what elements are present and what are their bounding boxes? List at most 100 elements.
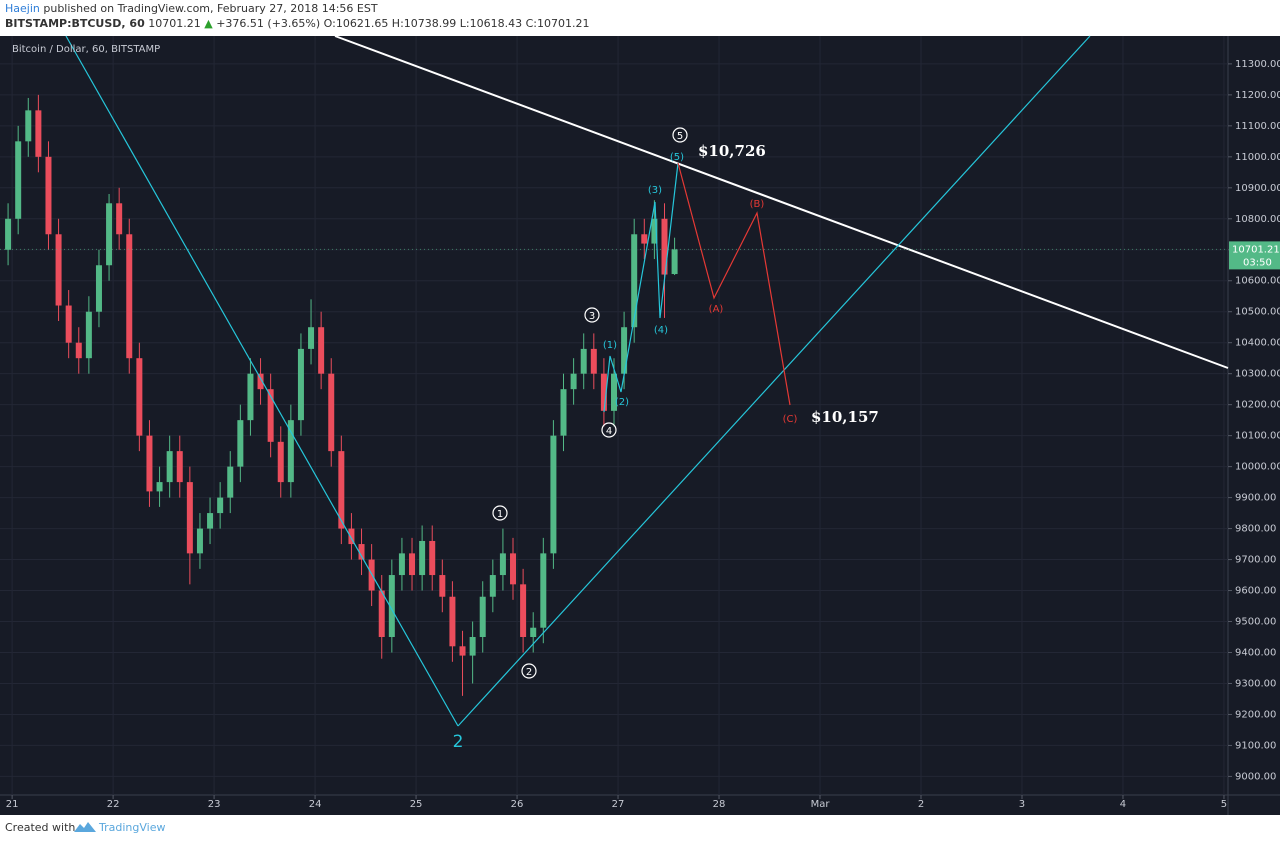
wave-label: 4 bbox=[606, 426, 612, 437]
wave-label: 2 bbox=[526, 667, 532, 678]
candle-body bbox=[479, 596, 486, 638]
y-tick-label: 11000.00 bbox=[1235, 152, 1280, 163]
symbol: BITSTAMP:BTCUSD, 60 bbox=[5, 17, 145, 30]
candle-body bbox=[318, 327, 325, 374]
symbol-line: BITSTAMP:BTCUSD, 60 10701.21 ▲ +376.51 (… bbox=[5, 17, 589, 30]
x-tick-label: 2 bbox=[918, 799, 924, 810]
x-tick-label: 21 bbox=[6, 799, 19, 810]
last-price: 10701.21 bbox=[148, 17, 201, 30]
y-tick-label: 10100.00 bbox=[1235, 431, 1280, 442]
candle-body bbox=[25, 110, 32, 142]
candle-body bbox=[510, 553, 517, 585]
candle-body bbox=[196, 528, 203, 554]
candle-body bbox=[297, 348, 304, 421]
candle-body bbox=[136, 358, 143, 436]
candle-body bbox=[207, 513, 214, 529]
candle-body bbox=[5, 218, 12, 250]
footer-created: Created with bbox=[5, 821, 75, 834]
candle-body bbox=[156, 482, 163, 492]
candle-body bbox=[15, 141, 22, 219]
last-price-label: 10701.21 bbox=[1232, 244, 1280, 255]
wave-label: (4) bbox=[654, 325, 668, 336]
candle-body bbox=[65, 305, 72, 343]
header-line: Haejin published on TradingView.com, Feb… bbox=[5, 2, 378, 15]
candle-body bbox=[489, 575, 496, 597]
candle-body bbox=[419, 540, 426, 576]
candle-body bbox=[439, 575, 446, 597]
circle bbox=[601, 422, 617, 438]
candle-body bbox=[550, 435, 557, 554]
candle-body bbox=[388, 575, 395, 638]
wave-labels: 5 3 4 1 2 (5) (3) (4) (1) (2) (A) (B) (C… bbox=[453, 131, 798, 752]
x-tick-label: 24 bbox=[309, 799, 322, 810]
candle-body bbox=[570, 373, 577, 390]
candle-body bbox=[106, 203, 113, 266]
y-tick-label: 9000.00 bbox=[1235, 771, 1276, 782]
x-tick-label: 3 bbox=[1019, 799, 1025, 810]
wave-circles bbox=[492, 127, 688, 679]
wave-label: (A) bbox=[709, 304, 724, 315]
candle-body bbox=[267, 389, 274, 442]
candle-body bbox=[540, 553, 547, 628]
candle-body bbox=[287, 420, 294, 483]
candle-body bbox=[308, 327, 315, 349]
candle-body bbox=[530, 627, 537, 638]
candle-body bbox=[600, 373, 607, 411]
candle-body bbox=[176, 451, 183, 483]
candle-body bbox=[35, 110, 42, 157]
wave-label: 1 bbox=[497, 509, 503, 520]
y-tick-label: 9100.00 bbox=[1235, 740, 1276, 751]
change-arrow: ▲ bbox=[204, 17, 213, 30]
candle-body bbox=[277, 441, 284, 483]
x-tick-label: 4 bbox=[1120, 799, 1126, 810]
author[interactable]: Haejin bbox=[5, 2, 40, 15]
drawings: 5 3 4 1 2 (5) (3) (4) (1) (2) (A) (B) (C… bbox=[65, 35, 1229, 752]
wave-label: (C) bbox=[783, 414, 798, 425]
candle-body bbox=[621, 327, 628, 374]
y-tick-label: 9900.00 bbox=[1235, 493, 1276, 504]
last-price-box bbox=[1229, 241, 1280, 270]
y-tick-label: 9200.00 bbox=[1235, 709, 1276, 720]
footer-brand[interactable]: TradingView bbox=[98, 821, 165, 834]
y-tick-label: 10400.00 bbox=[1235, 338, 1280, 349]
candle-body bbox=[45, 156, 52, 235]
y-tick-label: 10200.00 bbox=[1235, 400, 1280, 411]
wave-label: 2 bbox=[453, 732, 464, 752]
y-tick-label: 10800.00 bbox=[1235, 214, 1280, 225]
logo bbox=[74, 822, 96, 832]
candle-body bbox=[166, 451, 173, 483]
candle-body bbox=[580, 348, 587, 374]
candle-body bbox=[146, 435, 153, 492]
candle-body bbox=[671, 249, 678, 275]
x-tick-label: 25 bbox=[410, 799, 423, 810]
x-tick-label: 22 bbox=[107, 799, 120, 810]
wave-label: (2) bbox=[615, 397, 629, 408]
y-tick-label: 9400.00 bbox=[1235, 647, 1276, 658]
y-tick-label: 9600.00 bbox=[1235, 586, 1276, 597]
candle-body bbox=[348, 528, 355, 545]
y-tick-label: 10900.00 bbox=[1235, 183, 1280, 194]
circle bbox=[672, 127, 688, 143]
y-tick-label: 9300.00 bbox=[1235, 678, 1276, 689]
candle-body bbox=[217, 497, 224, 514]
candle-body bbox=[469, 637, 476, 656]
wave-label: (B) bbox=[750, 199, 765, 210]
wave-label: (1) bbox=[603, 340, 617, 351]
wave-label: (5) bbox=[670, 152, 684, 163]
chart-bg bbox=[0, 36, 1280, 815]
candle-body bbox=[611, 373, 617, 411]
candle-body bbox=[257, 373, 264, 390]
candle-body bbox=[398, 553, 405, 576]
target-label: $10,157 bbox=[811, 408, 879, 426]
published: published on TradingView.com, February 2… bbox=[43, 2, 377, 15]
wave-label: (3) bbox=[648, 185, 662, 196]
candle-body bbox=[641, 234, 648, 244]
x-tick-label: 27 bbox=[612, 799, 625, 810]
ohlc: O:10621.65 H:10738.99 L:10618.43 C:10701… bbox=[324, 17, 590, 30]
candle-body bbox=[560, 389, 567, 436]
candle-body bbox=[661, 218, 668, 275]
circle bbox=[492, 505, 508, 521]
footer-bg bbox=[0, 815, 1280, 842]
candle-body bbox=[116, 203, 123, 235]
